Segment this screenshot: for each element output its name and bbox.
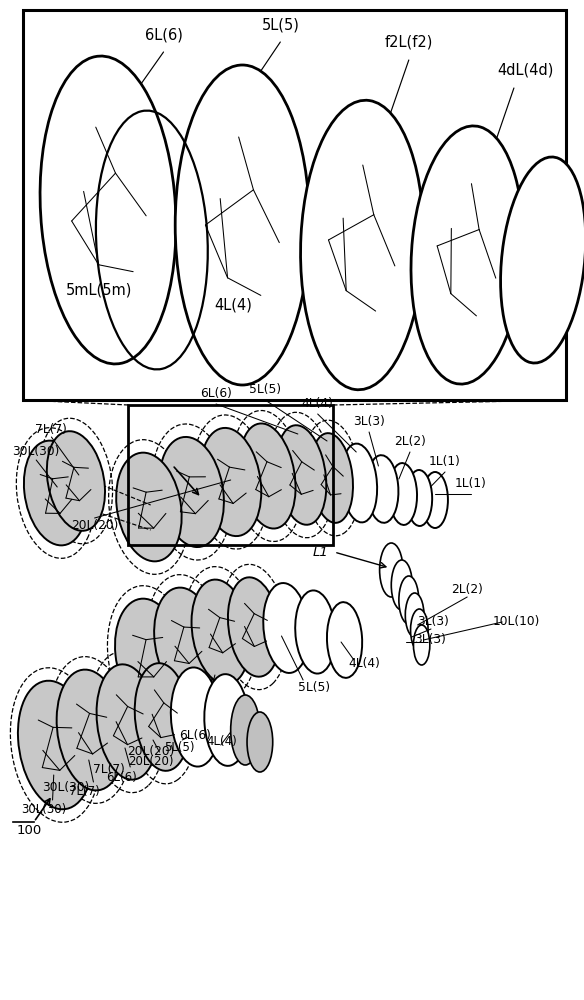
Text: f2L(f2): f2L(f2) — [385, 34, 433, 49]
Ellipse shape — [175, 65, 310, 385]
Text: 6L(6): 6L(6) — [145, 27, 182, 42]
Text: 2L(2): 2L(2) — [451, 584, 483, 596]
Text: 30L(30): 30L(30) — [12, 446, 60, 458]
Text: 4L(4): 4L(4) — [207, 736, 237, 748]
Ellipse shape — [276, 425, 326, 525]
Ellipse shape — [301, 100, 423, 390]
Text: 6L(6): 6L(6) — [200, 387, 232, 400]
Ellipse shape — [422, 472, 448, 528]
Ellipse shape — [399, 576, 419, 624]
Ellipse shape — [406, 470, 432, 526]
Text: 100: 100 — [16, 824, 41, 836]
Bar — [23, 10, 566, 400]
Ellipse shape — [247, 712, 273, 772]
Text: 4L(4): 4L(4) — [215, 298, 252, 312]
Ellipse shape — [40, 56, 176, 364]
Text: 30L(30): 30L(30) — [21, 804, 67, 816]
Ellipse shape — [405, 593, 424, 637]
Text: 4dL(4d): 4dL(4d) — [498, 62, 554, 78]
Ellipse shape — [411, 609, 428, 651]
Ellipse shape — [57, 670, 124, 790]
Ellipse shape — [171, 667, 221, 767]
Ellipse shape — [200, 428, 261, 536]
Ellipse shape — [159, 437, 224, 547]
Text: 4L(4): 4L(4) — [302, 397, 333, 410]
Text: 5L(5): 5L(5) — [249, 383, 281, 396]
Ellipse shape — [116, 453, 182, 561]
Bar — [128, 405, 333, 545]
Text: 7L(7): 7L(7) — [69, 786, 100, 798]
Text: 10L(10): 10L(10) — [493, 615, 541, 629]
Ellipse shape — [204, 674, 249, 766]
Ellipse shape — [228, 577, 280, 677]
Text: 5mL(5m): 5mL(5m) — [66, 282, 133, 298]
Text: 6L(6): 6L(6) — [179, 728, 211, 742]
Ellipse shape — [231, 695, 260, 765]
Ellipse shape — [239, 423, 296, 529]
Text: 3L(3): 3L(3) — [353, 416, 385, 428]
Ellipse shape — [192, 580, 250, 684]
Ellipse shape — [18, 681, 93, 809]
Text: 3L(3): 3L(3) — [415, 634, 446, 647]
Ellipse shape — [96, 664, 158, 780]
Ellipse shape — [367, 455, 398, 523]
Ellipse shape — [391, 560, 412, 610]
Text: 5L(5): 5L(5) — [262, 17, 299, 32]
Ellipse shape — [413, 625, 430, 665]
Text: 20L(20): 20L(20) — [71, 520, 119, 532]
Ellipse shape — [311, 433, 353, 523]
Text: 20L(20): 20L(20) — [127, 746, 175, 758]
Ellipse shape — [24, 441, 87, 545]
Ellipse shape — [263, 583, 309, 673]
Ellipse shape — [115, 599, 183, 711]
Text: 1L(1): 1L(1) — [455, 478, 486, 490]
Text: 4L(4): 4L(4) — [349, 658, 380, 670]
Text: 7L(7): 7L(7) — [93, 764, 125, 776]
Text: 7L(7): 7L(7) — [36, 422, 67, 436]
Text: 3L(3): 3L(3) — [418, 615, 449, 629]
Text: L1: L1 — [312, 546, 328, 558]
Ellipse shape — [500, 157, 584, 363]
Text: 30L(30): 30L(30) — [42, 780, 90, 794]
Ellipse shape — [47, 431, 105, 531]
Text: 2L(2): 2L(2) — [394, 436, 426, 448]
Ellipse shape — [154, 588, 217, 696]
Ellipse shape — [389, 463, 417, 525]
Text: 6L(6): 6L(6) — [106, 770, 137, 784]
Text: 5L(5): 5L(5) — [165, 740, 195, 754]
Text: 5L(5): 5L(5) — [297, 680, 330, 694]
Ellipse shape — [411, 126, 523, 384]
Text: 1L(1): 1L(1) — [429, 456, 461, 468]
Ellipse shape — [341, 444, 377, 522]
Ellipse shape — [380, 543, 403, 597]
Ellipse shape — [295, 590, 336, 674]
Text: 20L(20): 20L(20) — [128, 756, 173, 768]
Ellipse shape — [135, 663, 190, 771]
Ellipse shape — [327, 602, 362, 678]
